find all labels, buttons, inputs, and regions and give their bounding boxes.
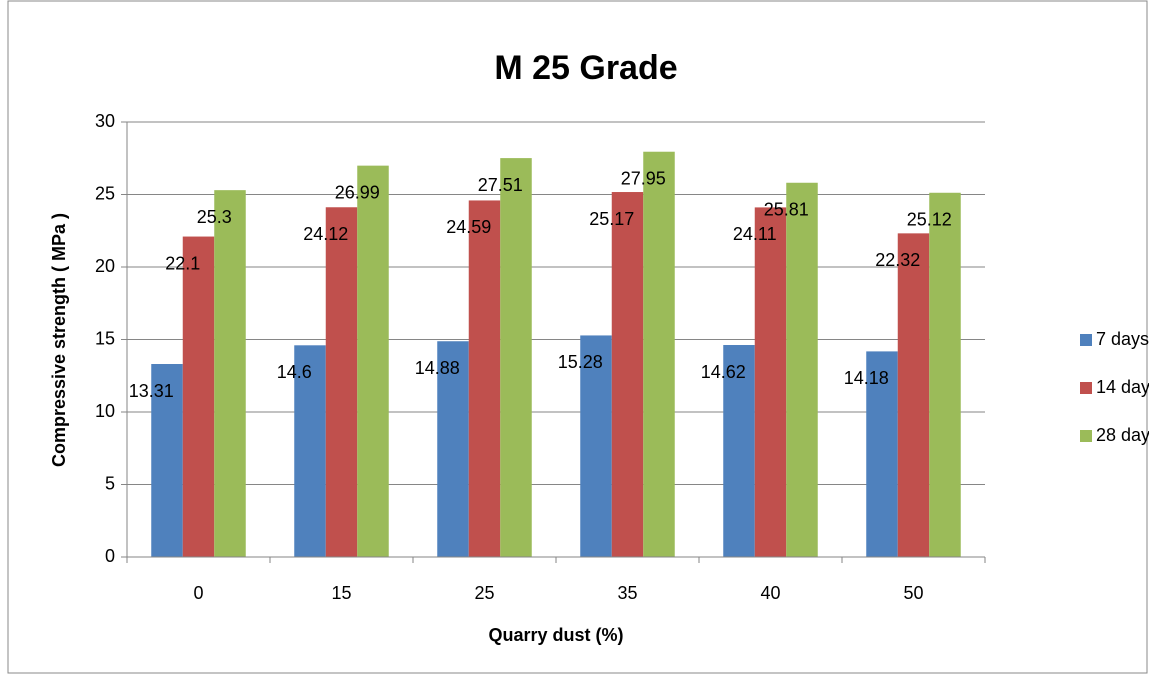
data-label: 14.6	[277, 362, 312, 382]
bar	[897, 233, 930, 558]
x-tick-label: 50	[903, 583, 923, 603]
data-label: 22.1	[165, 253, 200, 273]
bar	[723, 345, 755, 557]
data-label: 15.28	[558, 352, 603, 372]
bar	[929, 192, 961, 557]
bar	[611, 192, 644, 557]
bar	[294, 345, 326, 557]
data-label: 26.99	[335, 182, 380, 202]
bar	[357, 165, 389, 557]
data-label: 24.11	[733, 224, 777, 244]
bar	[754, 207, 787, 557]
data-label: 27.95	[621, 168, 666, 188]
legend-swatch	[1080, 334, 1092, 346]
data-label: 24.12	[303, 224, 348, 244]
x-tick-label: 15	[331, 583, 351, 603]
bar	[500, 158, 532, 558]
y-axis-title: Compressive strength ( MPa )	[49, 213, 69, 467]
y-tick-label: 10	[95, 401, 115, 421]
bar	[643, 151, 675, 557]
data-label: 24.59	[446, 217, 491, 237]
legend-label: 14 days	[1096, 377, 1149, 397]
data-label: 22.32	[875, 250, 920, 270]
bar	[437, 341, 469, 557]
chart-frame	[7, 0, 1148, 674]
legend-label: 7 days	[1096, 329, 1149, 349]
y-tick-label: 20	[95, 256, 115, 276]
bar	[182, 236, 215, 558]
y-tick-label: 0	[105, 546, 115, 566]
data-label: 14.18	[844, 368, 889, 388]
bar	[786, 182, 818, 557]
chart-title: M 25 Grade	[494, 49, 677, 87]
y-tick-label: 25	[95, 183, 115, 203]
bar	[214, 190, 246, 557]
bar	[151, 364, 183, 557]
legend-swatch	[1080, 430, 1092, 442]
data-label: 14.88	[415, 358, 460, 378]
x-tick-label: 35	[617, 583, 637, 603]
data-label: 25.81	[764, 200, 809, 220]
bar	[325, 207, 358, 557]
x-axis-title: Quarry dust (%)	[488, 625, 623, 645]
y-tick-label: 30	[95, 111, 115, 131]
x-tick-label: 25	[474, 583, 494, 603]
bar	[468, 200, 501, 557]
x-tick-label: 40	[760, 583, 780, 603]
data-label: 13.31	[129, 381, 174, 401]
data-label: 25.12	[907, 210, 952, 230]
x-tick-label: 0	[193, 583, 203, 603]
data-label: 25.17	[589, 209, 634, 229]
legend-label: 28 days	[1096, 425, 1149, 445]
data-label: 27.51	[478, 175, 523, 195]
bar	[866, 351, 898, 557]
data-label: 14.62	[701, 362, 746, 382]
y-tick-label: 15	[95, 328, 115, 348]
legend-swatch	[1080, 382, 1092, 394]
y-tick-label: 5	[105, 473, 115, 493]
bar	[580, 335, 612, 557]
data-label: 25.3	[197, 207, 232, 227]
